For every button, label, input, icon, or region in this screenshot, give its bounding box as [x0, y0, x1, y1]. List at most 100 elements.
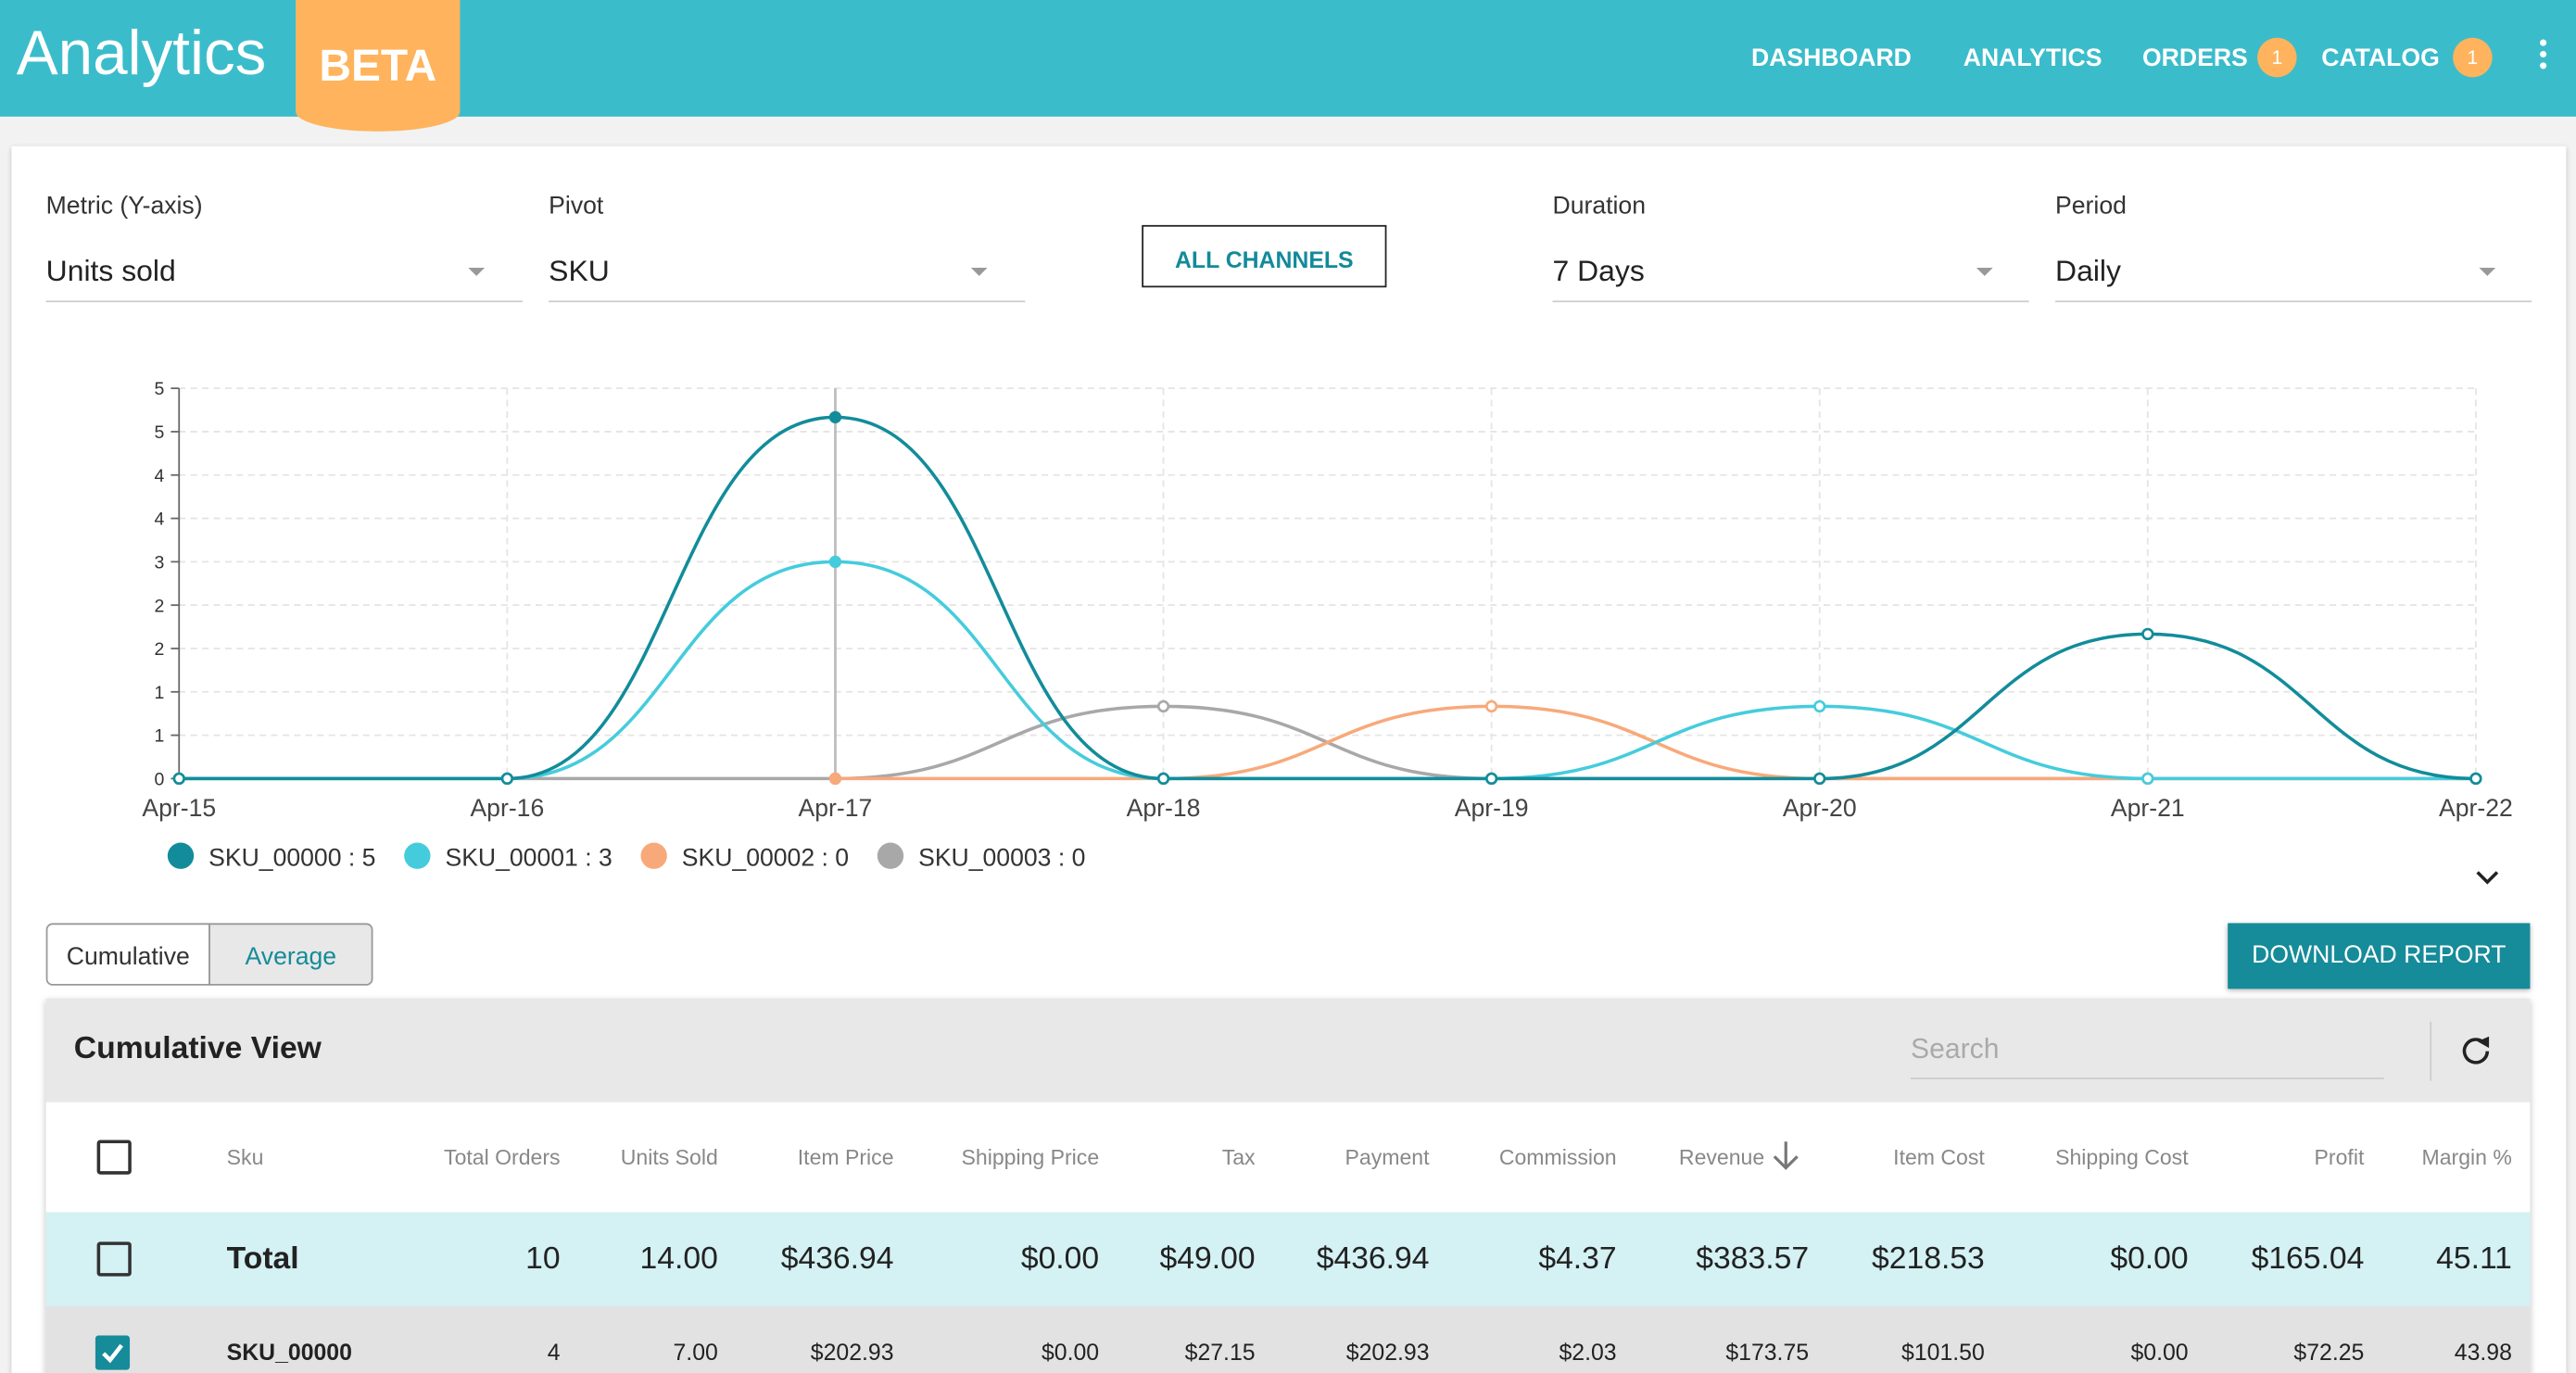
- underline: [549, 300, 1026, 303]
- checkbox[interactable]: [96, 1241, 132, 1277]
- field-label: Duration: [1552, 192, 1647, 220]
- download-button[interactable]: DOWNLOAD REPORT: [2228, 923, 2531, 989]
- table-cell: $218.53: [1872, 1241, 1985, 1277]
- underline: [2055, 300, 2532, 303]
- table-cell: $436.94: [1316, 1241, 1430, 1277]
- table-cell: $383.57: [1696, 1241, 1810, 1277]
- column-header: Payment: [1345, 1144, 1430, 1170]
- table-cell: $0.00: [1020, 1241, 1100, 1277]
- legend-label: SKU_00001 : 3: [445, 843, 612, 871]
- legend-label: SKU_00000 : 5: [208, 843, 375, 871]
- channels-button[interactable]: ALL CHANNELS: [1142, 224, 1387, 288]
- row-label: SKU_00000: [226, 1338, 352, 1366]
- data-point: [1813, 772, 1826, 786]
- toggle-button[interactable]: Cumulative: [45, 923, 210, 986]
- select-value[interactable]: Units sold: [45, 254, 176, 288]
- legend-swatch: [404, 842, 431, 869]
- toggle-button[interactable]: Average: [208, 923, 373, 986]
- data-point: [828, 555, 842, 569]
- x-tick-label: Apr-20: [1783, 794, 1857, 822]
- divider: [2430, 1021, 2432, 1081]
- underline: [1552, 300, 2029, 303]
- column-header: Item Cost: [1893, 1144, 1985, 1170]
- data-point: [2141, 627, 2154, 641]
- y-tick-label: 2: [154, 639, 164, 660]
- underline: [45, 300, 523, 303]
- checkbox[interactable]: [96, 1140, 132, 1175]
- table-title: Cumulative View: [73, 1031, 322, 1066]
- data-point: [1484, 772, 1498, 786]
- table-cell: $4.37: [1538, 1241, 1617, 1277]
- caret: [1976, 267, 1993, 276]
- table-toolbar: [45, 998, 2531, 1102]
- checkbox-checked[interactable]: [95, 1335, 132, 1371]
- sort-arrow[interactable]: [1771, 1140, 1803, 1172]
- field-label: Metric (Y-axis): [45, 192, 203, 220]
- data-point: [1156, 772, 1170, 786]
- table-cell: $0.00: [2130, 1338, 2189, 1366]
- table-cell: 43.98: [2454, 1338, 2512, 1366]
- data-point: [2141, 772, 2154, 786]
- caret: [2479, 267, 2496, 276]
- nav-link[interactable]: ANALYTICS: [1963, 44, 2102, 73]
- table-cell: 10: [525, 1241, 561, 1277]
- nav-link[interactable]: CATALOG: [2321, 44, 2440, 73]
- series-line: [179, 560, 2476, 781]
- table-cell: 7.00: [673, 1338, 718, 1366]
- x-tick-label: Apr-21: [2111, 794, 2185, 822]
- x-tick-label: Apr-16: [470, 794, 544, 822]
- nav-link[interactable]: ORDERS: [2141, 44, 2248, 73]
- expand-chevron[interactable]: [2476, 871, 2499, 885]
- nav-link[interactable]: DASHBOARD: [1751, 44, 1912, 73]
- table-cell: $0.00: [1041, 1338, 1100, 1366]
- menu-button[interactable]: [2540, 39, 2547, 74]
- column-header: Shipping Cost: [2055, 1144, 2189, 1170]
- table-cell: $436.94: [780, 1241, 894, 1277]
- column-header: Revenue: [1678, 1144, 1765, 1170]
- field-label: Period: [2055, 192, 2127, 220]
- y-tick-label: 4: [154, 510, 164, 530]
- column-header: Units Sold: [620, 1144, 718, 1170]
- table-cell: $165.04: [2251, 1241, 2365, 1277]
- column-header: Sku: [226, 1144, 264, 1170]
- table-cell: $202.93: [1345, 1338, 1430, 1366]
- table-cell: 14.00: [639, 1241, 718, 1277]
- beta-badge: BETA: [296, 0, 461, 132]
- table-cell: 4: [547, 1338, 561, 1366]
- column-header: Profit: [2314, 1144, 2365, 1170]
- table-cell: $173.75: [1725, 1338, 1810, 1366]
- legend-swatch: [640, 842, 667, 869]
- y-tick-label: 4: [154, 466, 164, 486]
- column-header: Commission: [1498, 1144, 1617, 1170]
- table-cell: $49.00: [1159, 1241, 1256, 1277]
- table-cell: $0.00: [2110, 1241, 2189, 1277]
- data-point: [1484, 699, 1498, 713]
- refresh-button[interactable]: [2456, 1031, 2496, 1071]
- table-cell: $27.15: [1184, 1338, 1256, 1366]
- column-header: Item Price: [797, 1144, 894, 1170]
- y-tick-label: 1: [154, 683, 164, 703]
- select-value[interactable]: Daily: [2055, 254, 2121, 288]
- data-point: [828, 772, 842, 786]
- data-point: [1813, 699, 1826, 713]
- app-title: Analytics: [16, 19, 267, 89]
- chart: 0 1 1 2 2 3 4 4 5 5 Apr-15 Apr-16 Apr-17 Apr-18 Apr-19…: [142, 379, 2513, 885]
- row-label: Total: [226, 1241, 299, 1277]
- table-cell: $101.50: [1901, 1338, 1985, 1366]
- y-tick-label: 2: [154, 596, 164, 616]
- x-tick-label: Apr-18: [1127, 794, 1201, 822]
- table-cell: $72.25: [2293, 1338, 2365, 1366]
- legend-label: SKU_00003 : 0: [918, 843, 1085, 871]
- legend-swatch: [167, 842, 195, 869]
- y-tick-label: 5: [154, 422, 164, 443]
- legend-label: SKU_00002 : 0: [682, 843, 849, 871]
- select-value[interactable]: 7 Days: [1552, 254, 1645, 288]
- field-label: Pivot: [549, 192, 604, 220]
- nav-badge: 1: [2257, 37, 2297, 78]
- y-tick-label: 3: [154, 552, 164, 573]
- select-value[interactable]: SKU: [549, 254, 610, 288]
- search-input[interactable]: Search: [1910, 1033, 2000, 1064]
- data-point: [500, 772, 513, 786]
